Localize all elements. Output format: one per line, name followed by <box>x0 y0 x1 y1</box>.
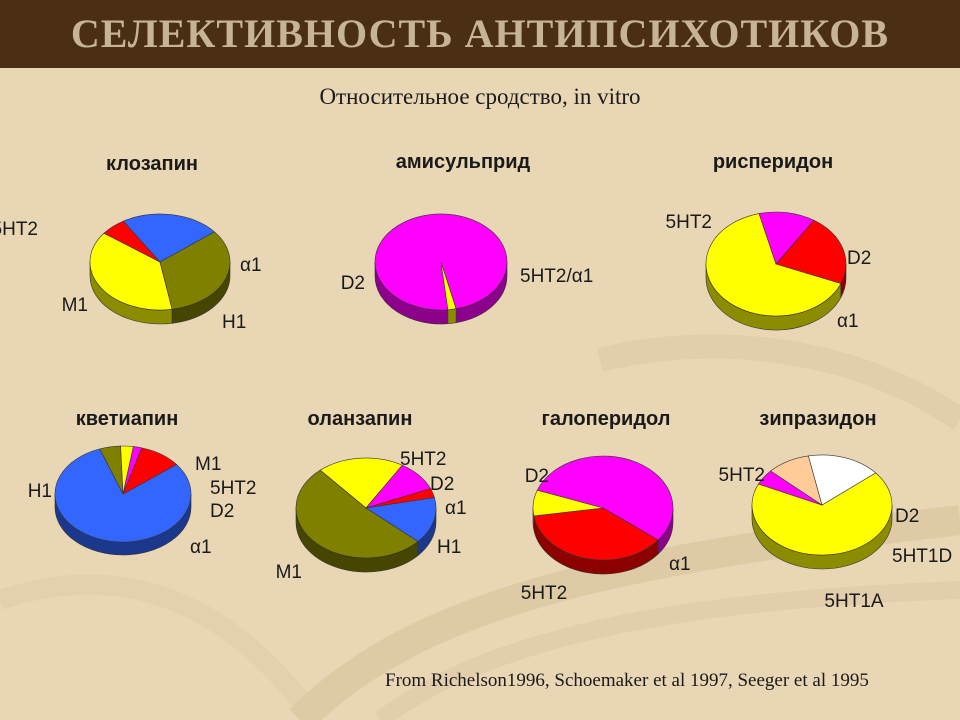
pie-slice-h1 <box>122 213 216 263</box>
pie-title: клозапин <box>106 153 198 175</box>
slice-label-d2: D2 <box>430 474 454 495</box>
page-subtitle: Относительное сродство, in vitro <box>319 84 641 109</box>
slice-label-m1: M1 <box>276 562 302 583</box>
pie-slice-5ht2 <box>532 489 604 517</box>
slice-label-h1: H1 <box>222 312 246 333</box>
slice-label-m1: M1 <box>62 295 88 316</box>
pie-slice-5ht1a <box>808 454 877 506</box>
slice-label-5ht1a: 5HT1A <box>824 591 883 612</box>
pie-chart-5: оланзапин M1 5HT2 D2 α1 H1 <box>276 408 467 583</box>
slice-label-m1: M1 <box>195 454 221 475</box>
slice-label-5ht2: 5HT2 <box>666 212 712 233</box>
slice-label-alpha1: α1 <box>445 498 467 519</box>
pie-title: галоперидол <box>542 408 671 430</box>
slice-label-alpha1: α1 <box>190 537 212 558</box>
slice-label-5ht2: 5HT2 <box>400 449 446 470</box>
slice-label-5ht2: 5HT2 <box>0 219 38 240</box>
slice-label-5ht2: 5HT2 <box>719 465 765 486</box>
slice-label-5ht2: 5HT2 <box>521 583 567 604</box>
pie-slice-alpha1 <box>775 219 847 284</box>
pie-chart-7: зипразидон 5HT2 D2 5HT1D 5HT1A <box>719 408 953 612</box>
page-title: СЕЛЕКТИВНОСТЬ АНТИПСИХОТИКОВ <box>70 11 890 56</box>
pie-chart-1: клозапин 5HT2 α1 H1 M1 <box>0 153 262 333</box>
slice-label-d2: D2 <box>341 273 365 294</box>
pie-slice-5ht2-alpha1 <box>440 261 457 311</box>
pie-slice-5ht2 <box>89 232 173 311</box>
pie-slice-d2 <box>758 211 815 265</box>
slice-label-d2: D2 <box>895 506 919 527</box>
pie-title: оланзапин <box>308 408 413 430</box>
slice-label-h1: H1 <box>28 481 52 502</box>
pie-slice-m1 <box>295 469 419 559</box>
slice-label-alpha1: α1 <box>669 554 691 575</box>
slice-label-5ht1d: 5HT1D <box>892 546 952 567</box>
pie-chart-2: амисульприд D2 5HT2/α1 <box>341 151 593 325</box>
pie-title: кветиапин <box>76 408 179 430</box>
slice-label-5ht2-alpha1: 5HT2/α1 <box>520 266 593 287</box>
pie-title: амисульприд <box>396 151 531 173</box>
pie-slice-d2 <box>536 455 674 541</box>
pie-slice-5ht2 <box>319 457 403 509</box>
pie-slice-alpha1 <box>122 447 178 495</box>
slice-label-alpha1: α1 <box>837 311 859 332</box>
slice-label-d2: D2 <box>525 466 549 487</box>
pie-title: рисперидон <box>713 151 833 173</box>
slice-label-d2: D2 <box>210 501 234 522</box>
pie-slice-h1 <box>365 497 437 542</box>
pie-slice-5ht2 <box>705 213 842 317</box>
slice-label-d2: D2 <box>847 248 871 269</box>
pie-side-5ht2-alpha1 <box>447 308 457 325</box>
slice-label-alpha1: α1 <box>240 255 262 276</box>
pie-slice-m1 <box>159 231 231 310</box>
slice-label-5ht2: 5HT2 <box>210 478 256 499</box>
pie-chart-6: галоперидол D2 α1 5HT2 <box>521 408 691 604</box>
pie-slice-h1 <box>54 448 192 543</box>
pie-slice-5ht2 <box>751 472 893 556</box>
pie-chart-3: рисперидон 5HT2 D2 α1 <box>666 151 872 332</box>
pie-slice-alpha1 <box>533 507 659 561</box>
source-citation: From Richelson1996, Schoemaker et al 199… <box>385 670 869 691</box>
pie-title: зипразидон <box>759 408 876 430</box>
title-bar <box>0 0 960 68</box>
slice-label-h1: H1 <box>437 537 461 558</box>
